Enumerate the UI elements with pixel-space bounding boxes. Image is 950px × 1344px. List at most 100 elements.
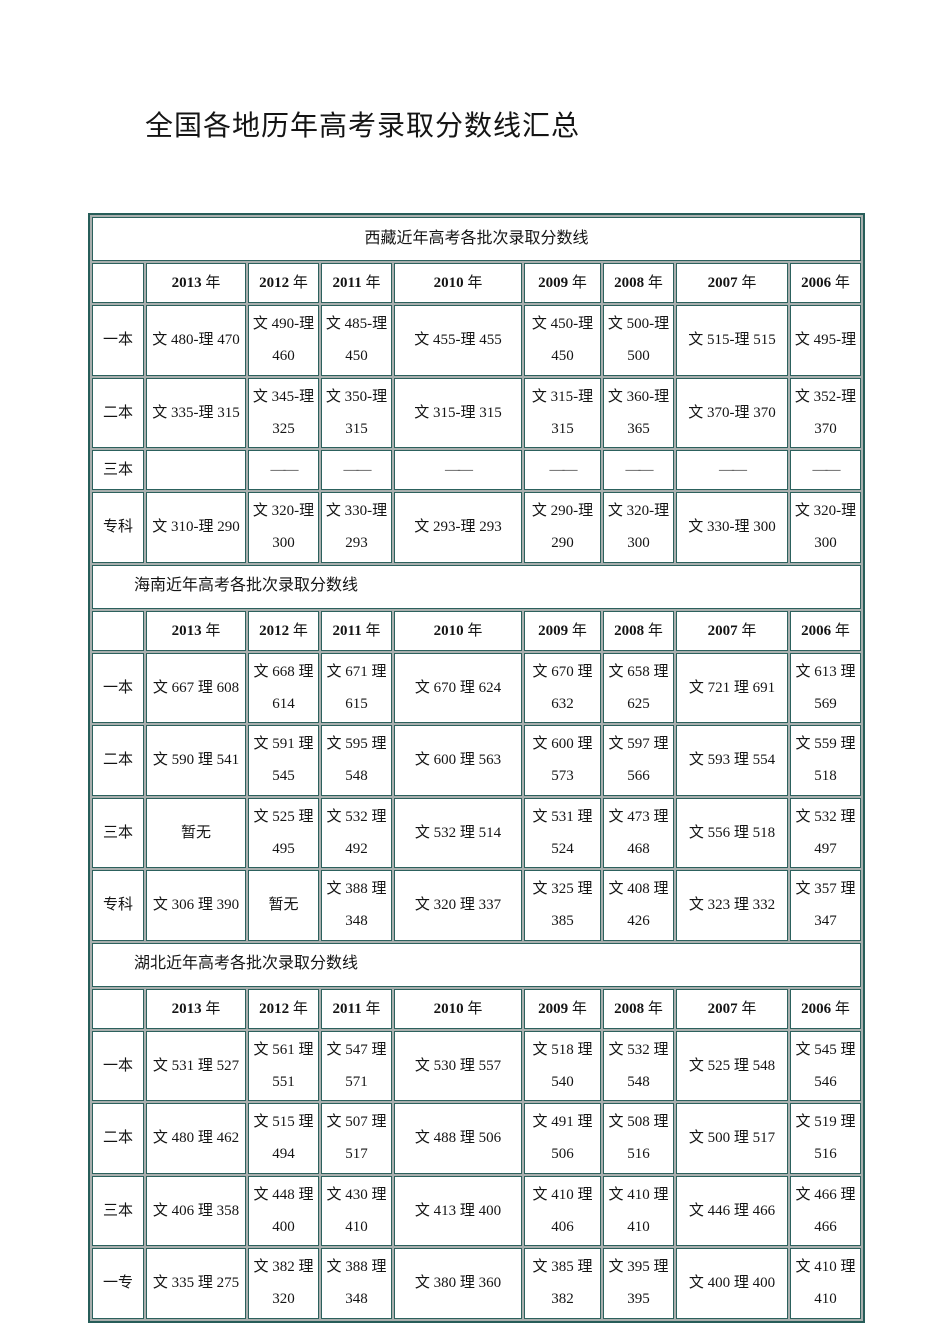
year-suffix: 年 (834, 1000, 850, 1017)
year-header-cell: 2008 年 (603, 610, 674, 651)
score-cell: 文 613 理 569 (790, 652, 862, 723)
score-cell: 文 325 理 385 (524, 870, 601, 941)
score-cell: 文 532 理 497 (790, 797, 862, 868)
year-header-cell: 2013 年 (146, 263, 246, 303)
score-cell: 文 525 理 548 (676, 1030, 788, 1101)
score-cell: 文 530 理 557 (394, 1030, 522, 1101)
year-number: 2012 (259, 622, 290, 639)
score-cell: 文 590 理 541 (146, 725, 246, 796)
score-cell: 文 315-理 315 (524, 377, 601, 448)
score-cell: 文 410 理 410 (603, 1175, 674, 1246)
score-cell: 文 491 理 506 (524, 1103, 601, 1174)
score-cell: 文 323 理 332 (676, 870, 788, 941)
year-suffix: 年 (292, 1000, 308, 1017)
row-label-cell: 一本 (92, 305, 144, 376)
year-header-cell: 2010 年 (394, 988, 522, 1029)
year-number: 2008 (614, 275, 645, 291)
score-cell: 文 721 理 691 (676, 652, 788, 723)
year-header-row: 2013 年 2012 年 2011 年 2010 年 2009 年 2008 年 2007… (92, 988, 862, 1029)
score-cell: 文 515-理 515 (676, 305, 788, 376)
year-suffix: 年 (834, 622, 850, 639)
year-number: 2009 (538, 622, 569, 639)
year-suffix: 年 (571, 1000, 587, 1017)
table-row: 一本文 667 理 608 文 668 理 614 文 671 理 615 文 670… (92, 652, 862, 723)
year-header-cell: 2011 年 (321, 610, 392, 651)
score-cell: 文 293-理 293 (394, 492, 522, 563)
score-cell: 文 410 理 410 (790, 1248, 862, 1319)
score-cell: —— (248, 450, 319, 490)
row-label-cell: 二本 (92, 377, 144, 448)
score-cell: 文 518 理 540 (524, 1030, 601, 1101)
score-cell: 文 345-理 325 (248, 377, 319, 448)
score-cell: 文 480 理 462 (146, 1103, 246, 1174)
score-cell: 文 532 理 548 (603, 1030, 674, 1101)
score-cell: 文 591 理 545 (248, 725, 319, 796)
score-cell: 文 466 理 466 (790, 1175, 862, 1246)
score-cell: 文 446 理 466 (676, 1175, 788, 1246)
year-header-cell: 2009 年 (524, 263, 601, 303)
score-cell: 文 658 理 625 (603, 652, 674, 723)
score-cell: 文 380 理 360 (394, 1248, 522, 1319)
year-header-cell: 2008 年 (603, 263, 674, 303)
row-label-cell: 一本 (92, 652, 144, 723)
score-cell: 文 500-理 500 (603, 305, 674, 376)
year-number: 2010 (433, 275, 464, 291)
year-suffix: 年 (647, 275, 663, 291)
score-cell: 文 395 理 395 (603, 1248, 674, 1319)
table-row: 三本 —— —— —— —— —— —— —— (92, 450, 862, 490)
score-cell: 文 430 理 410 (321, 1175, 392, 1246)
table-row: 一本文 531 理 527 文 561 理 551 文 547 理 571 文 530… (92, 1030, 862, 1101)
score-cell: 文 670 理 624 (394, 652, 522, 723)
score-cell: 文 320-理 300 (248, 492, 319, 563)
score-cell: 文 335-理 315 (146, 377, 246, 448)
score-cell: 文 413 理 400 (394, 1175, 522, 1246)
year-header-row: 2013 年 2012 年 2011 年 2010 年 2009 年 2008 年 2007… (92, 610, 862, 651)
row-label-cell: 二本 (92, 1103, 144, 1174)
year-number: 2008 (614, 622, 645, 639)
score-cell: 文 357 理 347 (790, 870, 862, 941)
table-row: 三本 暂无文 525 理 495 文 532 理 492 文 532 理 514 文 5… (92, 797, 862, 868)
score-cell: 文 320 理 337 (394, 870, 522, 941)
year-suffix: 年 (741, 275, 757, 291)
year-header-cell: 2013 年 (146, 988, 246, 1029)
table-row: 专科文 310-理 290 文 320-理 300 文 330-理 293 文 293… (92, 492, 862, 563)
score-cell: 文 330-理 300 (676, 492, 788, 563)
score-cell: 文 508 理 516 (603, 1103, 674, 1174)
year-suffix: 年 (292, 275, 308, 291)
year-number: 2006 (801, 275, 832, 291)
score-cell: 文 515 理 494 (248, 1103, 319, 1174)
table-row: 二本文 590 理 541 文 591 理 545 文 595 理 548 文 600… (92, 725, 862, 796)
year-suffix: 年 (834, 275, 850, 291)
score-cell: 文 670 理 632 (524, 652, 601, 723)
year-suffix: 年 (365, 275, 381, 291)
score-cell: 文 406 理 358 (146, 1175, 246, 1246)
score-table: 西藏近年高考各批次录取分数线 2013 年 2012 年 2011 年 2010 年 20… (88, 213, 866, 1323)
row-label-cell: 一本 (92, 1030, 144, 1101)
year-header-cell: 2007 年 (676, 988, 788, 1029)
table-row: 一专文 335 理 275 文 382 理 320 文 388 理 348 文 380… (92, 1248, 862, 1319)
year-suffix: 年 (647, 622, 663, 639)
year-number: 2013 (171, 275, 202, 291)
score-cell: 文 448 理 400 (248, 1175, 319, 1246)
score-cell: 文 532 理 514 (394, 797, 522, 868)
year-suffix: 年 (365, 1000, 381, 1017)
score-cell: 文 531 理 524 (524, 797, 601, 868)
section-title-row: 西藏近年高考各批次录取分数线 (92, 217, 862, 261)
year-number: 2010 (433, 1000, 464, 1017)
year-number: 2009 (538, 1000, 569, 1017)
row-label-cell: 二本 (92, 725, 144, 796)
table-row: 二本文 335-理 315 文 345-理 325 文 350-理 315 文 315… (92, 377, 862, 448)
score-cell: 文 507 理 517 (321, 1103, 392, 1174)
score-cell: 文 600 理 563 (394, 725, 522, 796)
score-cell: 文 315-理 315 (394, 377, 522, 448)
score-cell: 文 495-理 (790, 305, 862, 376)
score-cell: 文 455-理 455 (394, 305, 522, 376)
score-cell: —— (321, 450, 392, 490)
year-number: 2010 (433, 622, 464, 639)
section-title-row: 海南近年高考各批次录取分数线 (92, 564, 862, 609)
score-cell: 文 320-理 300 (790, 492, 862, 563)
year-header-cell: 2007 年 (676, 263, 788, 303)
table-row: 专科文 306 理 390 暂无文 388 理 348 文 320 理 337 文 3… (92, 870, 862, 941)
year-number: 2013 (171, 1000, 202, 1017)
